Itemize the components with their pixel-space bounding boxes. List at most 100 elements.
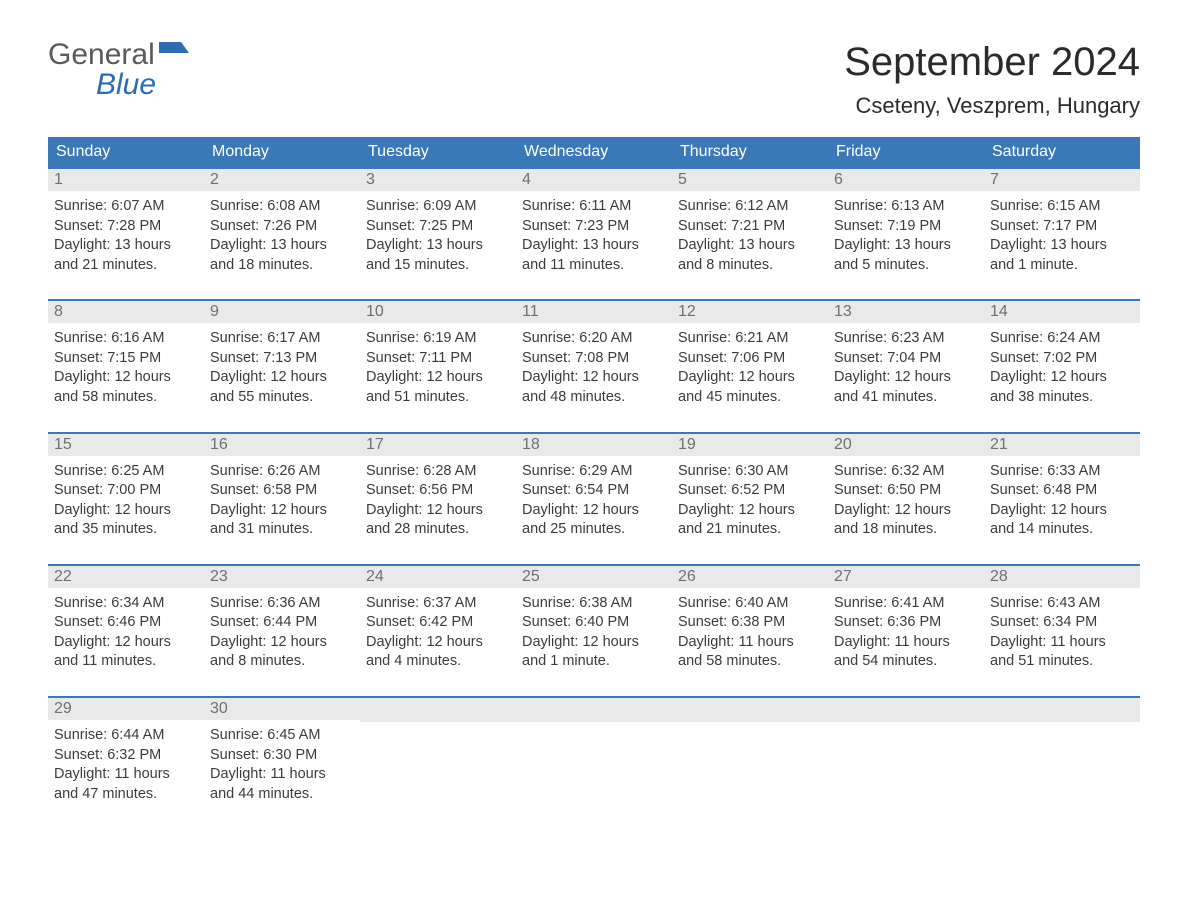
sunrise-line: Sunrise: 6:09 AM: [366, 197, 510, 217]
sunrise-line: Sunrise: 6:20 AM: [522, 329, 666, 349]
sunset-line: Sunset: 7:06 PM: [678, 349, 822, 369]
daylight-line: Daylight: 11 hours and 47 minutes.: [54, 765, 198, 804]
day-body: Sunrise: 6:26 AMSunset: 6:58 PMDaylight:…: [204, 456, 360, 546]
daylight-line: Daylight: 12 hours and 48 minutes.: [522, 368, 666, 407]
day-number: 24: [360, 566, 516, 588]
daylight-line: Daylight: 13 hours and 18 minutes.: [210, 236, 354, 275]
sunset-line: Sunset: 6:56 PM: [366, 481, 510, 501]
day-number: 19: [672, 434, 828, 456]
day-cell: [984, 698, 1140, 810]
sunset-line: Sunset: 6:36 PM: [834, 613, 978, 633]
day-number: 27: [828, 566, 984, 588]
day-body: Sunrise: 6:24 AMSunset: 7:02 PMDaylight:…: [984, 323, 1140, 413]
day-number: [360, 698, 516, 722]
daylight-line: Daylight: 12 hours and 41 minutes.: [834, 368, 978, 407]
sunset-line: Sunset: 7:26 PM: [210, 217, 354, 237]
day-body: Sunrise: 6:21 AMSunset: 7:06 PMDaylight:…: [672, 323, 828, 413]
daylight-line: Daylight: 12 hours and 55 minutes.: [210, 368, 354, 407]
day-number: [672, 698, 828, 722]
day-number: 9: [204, 301, 360, 323]
sunset-line: Sunset: 6:42 PM: [366, 613, 510, 633]
flag-icon: [159, 42, 189, 69]
day-body: Sunrise: 6:17 AMSunset: 7:13 PMDaylight:…: [204, 323, 360, 413]
day-cell: 1Sunrise: 6:07 AMSunset: 7:28 PMDaylight…: [48, 169, 204, 281]
header: General Blue September 2024 Cseteny, Ves…: [48, 40, 1140, 119]
day-cell: 23Sunrise: 6:36 AMSunset: 6:44 PMDayligh…: [204, 566, 360, 678]
daylight-line: Daylight: 11 hours and 54 minutes.: [834, 633, 978, 672]
sunset-line: Sunset: 6:48 PM: [990, 481, 1134, 501]
sunrise-line: Sunrise: 6:17 AM: [210, 329, 354, 349]
day-cell: 20Sunrise: 6:32 AMSunset: 6:50 PMDayligh…: [828, 434, 984, 546]
day-cell: 4Sunrise: 6:11 AMSunset: 7:23 PMDaylight…: [516, 169, 672, 281]
day-body: Sunrise: 6:20 AMSunset: 7:08 PMDaylight:…: [516, 323, 672, 413]
daylight-line: Daylight: 13 hours and 5 minutes.: [834, 236, 978, 275]
day-number: 14: [984, 301, 1140, 323]
day-cell: 21Sunrise: 6:33 AMSunset: 6:48 PMDayligh…: [984, 434, 1140, 546]
sunset-line: Sunset: 6:52 PM: [678, 481, 822, 501]
dow-sunday: Sunday: [48, 137, 204, 167]
sunset-line: Sunset: 7:13 PM: [210, 349, 354, 369]
sunset-line: Sunset: 7:17 PM: [990, 217, 1134, 237]
daylight-line: Daylight: 11 hours and 44 minutes.: [210, 765, 354, 804]
sunrise-line: Sunrise: 6:23 AM: [834, 329, 978, 349]
sunset-line: Sunset: 7:02 PM: [990, 349, 1134, 369]
day-number: 21: [984, 434, 1140, 456]
day-cell: 5Sunrise: 6:12 AMSunset: 7:21 PMDaylight…: [672, 169, 828, 281]
day-cell: 26Sunrise: 6:40 AMSunset: 6:38 PMDayligh…: [672, 566, 828, 678]
day-cell: 3Sunrise: 6:09 AMSunset: 7:25 PMDaylight…: [360, 169, 516, 281]
day-body: Sunrise: 6:15 AMSunset: 7:17 PMDaylight:…: [984, 191, 1140, 281]
dow-thursday: Thursday: [672, 137, 828, 167]
sunrise-line: Sunrise: 6:29 AM: [522, 462, 666, 482]
sunrise-line: Sunrise: 6:44 AM: [54, 726, 198, 746]
day-body: Sunrise: 6:11 AMSunset: 7:23 PMDaylight:…: [516, 191, 672, 281]
day-number: 29: [48, 698, 204, 720]
day-body: Sunrise: 6:16 AMSunset: 7:15 PMDaylight:…: [48, 323, 204, 413]
day-cell: 8Sunrise: 6:16 AMSunset: 7:15 PMDaylight…: [48, 301, 204, 413]
sunset-line: Sunset: 6:38 PM: [678, 613, 822, 633]
day-cell: [828, 698, 984, 810]
daylight-line: Daylight: 12 hours and 28 minutes.: [366, 501, 510, 540]
day-body: Sunrise: 6:40 AMSunset: 6:38 PMDaylight:…: [672, 588, 828, 678]
day-number: 22: [48, 566, 204, 588]
day-number: [828, 698, 984, 722]
day-body: Sunrise: 6:19 AMSunset: 7:11 PMDaylight:…: [360, 323, 516, 413]
sunset-line: Sunset: 6:40 PM: [522, 613, 666, 633]
day-cell: 13Sunrise: 6:23 AMSunset: 7:04 PMDayligh…: [828, 301, 984, 413]
sunrise-line: Sunrise: 6:26 AM: [210, 462, 354, 482]
day-number: 26: [672, 566, 828, 588]
daylight-line: Daylight: 12 hours and 1 minute.: [522, 633, 666, 672]
sunset-line: Sunset: 6:44 PM: [210, 613, 354, 633]
week-row: 15Sunrise: 6:25 AMSunset: 7:00 PMDayligh…: [48, 432, 1140, 546]
day-body: Sunrise: 6:12 AMSunset: 7:21 PMDaylight:…: [672, 191, 828, 281]
sunrise-line: Sunrise: 6:24 AM: [990, 329, 1134, 349]
sunrise-line: Sunrise: 6:15 AM: [990, 197, 1134, 217]
sunrise-line: Sunrise: 6:16 AM: [54, 329, 198, 349]
day-cell: 10Sunrise: 6:19 AMSunset: 7:11 PMDayligh…: [360, 301, 516, 413]
daylight-line: Daylight: 11 hours and 51 minutes.: [990, 633, 1134, 672]
day-number: 4: [516, 169, 672, 191]
day-cell: 14Sunrise: 6:24 AMSunset: 7:02 PMDayligh…: [984, 301, 1140, 413]
day-body: Sunrise: 6:37 AMSunset: 6:42 PMDaylight:…: [360, 588, 516, 678]
day-body: Sunrise: 6:45 AMSunset: 6:30 PMDaylight:…: [204, 720, 360, 810]
dow-saturday: Saturday: [984, 137, 1140, 167]
calendar: SundayMondayTuesdayWednesdayThursdayFrid…: [48, 137, 1140, 810]
daylight-line: Daylight: 12 hours and 51 minutes.: [366, 368, 510, 407]
sunset-line: Sunset: 7:00 PM: [54, 481, 198, 501]
daylight-line: Daylight: 13 hours and 1 minute.: [990, 236, 1134, 275]
sunrise-line: Sunrise: 6:08 AM: [210, 197, 354, 217]
month-title: September 2024: [844, 40, 1140, 85]
sunset-line: Sunset: 6:58 PM: [210, 481, 354, 501]
day-body: Sunrise: 6:36 AMSunset: 6:44 PMDaylight:…: [204, 588, 360, 678]
daylight-line: Daylight: 12 hours and 11 minutes.: [54, 633, 198, 672]
week-row: 22Sunrise: 6:34 AMSunset: 6:46 PMDayligh…: [48, 564, 1140, 678]
dow-wednesday: Wednesday: [516, 137, 672, 167]
day-body: Sunrise: 6:25 AMSunset: 7:00 PMDaylight:…: [48, 456, 204, 546]
week-row: 8Sunrise: 6:16 AMSunset: 7:15 PMDaylight…: [48, 299, 1140, 413]
sunrise-line: Sunrise: 6:25 AM: [54, 462, 198, 482]
day-body: Sunrise: 6:07 AMSunset: 7:28 PMDaylight:…: [48, 191, 204, 281]
sunset-line: Sunset: 7:15 PM: [54, 349, 198, 369]
sunset-line: Sunset: 6:34 PM: [990, 613, 1134, 633]
day-number: 23: [204, 566, 360, 588]
day-cell: 9Sunrise: 6:17 AMSunset: 7:13 PMDaylight…: [204, 301, 360, 413]
sunrise-line: Sunrise: 6:07 AM: [54, 197, 198, 217]
